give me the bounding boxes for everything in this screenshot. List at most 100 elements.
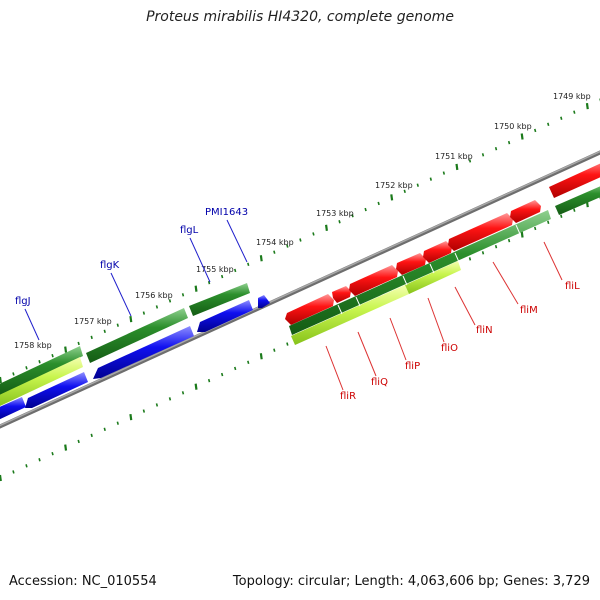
ruler-tick (25, 366, 28, 370)
gene-arrow (0, 397, 26, 420)
ruler-tick (116, 323, 119, 327)
gene-leader-line (492, 261, 519, 305)
gene-leader-line (427, 297, 445, 343)
ruler-tick (168, 299, 172, 303)
ruler-tick (207, 378, 211, 383)
ruler-tick (534, 226, 537, 231)
ruler-tick (481, 153, 485, 157)
ruler-tick (547, 220, 550, 225)
ruler-tick (142, 311, 146, 315)
ruler-tick (560, 214, 563, 218)
ruler-tick (142, 409, 146, 413)
gene-leader-line (110, 272, 132, 317)
ruler-label: 1749 kbp (553, 92, 591, 101)
ruler-tick (220, 274, 224, 279)
ruler-tick (547, 122, 550, 127)
ruler-label: 1756 kbp (135, 291, 173, 300)
ruler-tick (377, 201, 380, 206)
gene-leader-line (389, 317, 407, 361)
ruler-tick (534, 128, 537, 133)
ruler-tick (416, 183, 419, 187)
ruler-tick (520, 133, 524, 140)
ruler-tick (103, 329, 106, 334)
cds-track-upper (0, 283, 250, 407)
ruler-tick (90, 433, 93, 438)
backbone (0, 150, 600, 429)
gene-arrow (549, 163, 600, 198)
gene-label: fliO (441, 343, 458, 354)
gene-label: fliP (405, 361, 420, 372)
ruler-tick (259, 353, 263, 360)
ruler-tick (77, 341, 80, 346)
gene-label: PMI1643 (205, 207, 248, 218)
ruler-tick (338, 220, 341, 224)
ruler-tick (273, 348, 276, 352)
gene-arrow (93, 326, 194, 379)
ruler-tick (234, 268, 237, 273)
ruler-tick (560, 116, 563, 120)
gene-label: fliM (520, 305, 538, 316)
gene-arrow (332, 286, 351, 303)
ruler-tick (116, 421, 119, 425)
gene-arrow (258, 295, 270, 308)
cds-track-lower (289, 186, 600, 345)
ruler-tick (286, 244, 289, 248)
ruler-tick (455, 163, 459, 171)
ruler-tick (0, 474, 2, 482)
ruler-tick (64, 346, 68, 353)
ruler-tick (129, 413, 133, 421)
ruler-tick (247, 360, 250, 365)
gene-arrow (285, 294, 334, 325)
ruler-tick (573, 208, 576, 212)
ruler-tick (77, 439, 80, 444)
gene-label: fliQ (371, 377, 388, 388)
gene-label: fliR (340, 391, 356, 402)
ruler-tick (324, 224, 328, 231)
ruler-tick (234, 366, 237, 371)
cds-bar (405, 261, 461, 294)
ruler-tick (403, 189, 406, 194)
ruler-label: 1751 kbp (435, 152, 473, 161)
ruler-tick (273, 250, 276, 254)
ruler-tick (181, 293, 185, 297)
ruler-tick (51, 451, 54, 456)
ruler-tick (207, 280, 211, 285)
ruler-tick (429, 177, 433, 181)
accession-label: Accession: NC_010554 (9, 574, 157, 589)
cds-bar (291, 285, 409, 345)
ruler-tick (155, 403, 159, 407)
ruler-tick (103, 427, 106, 432)
gene-arrow (197, 300, 253, 332)
cds-bar (555, 186, 600, 215)
gene-leader-line (454, 286, 476, 326)
gene-leader-line (543, 241, 563, 281)
gene-label: flgJ (15, 296, 31, 307)
ruler-tick (507, 140, 511, 145)
cds-bar (0, 346, 83, 396)
ruler-tick (168, 397, 172, 401)
genome-summary: Topology: circular; Length: 4,063,606 bp… (232, 574, 590, 589)
ruler-tick (194, 383, 198, 390)
forward-gene-track (285, 163, 600, 325)
label-layer: 1749 kbp 1750 kbp 1751 kbp 1752 kbp 1753 kbp… (14, 92, 591, 402)
reverse-gene-track (0, 295, 270, 420)
ruler-tick (585, 102, 589, 110)
gene-leader-line (226, 219, 248, 263)
ruler-tick (181, 391, 185, 395)
ruler-tick (129, 315, 133, 323)
ruler-tick (351, 213, 354, 218)
gene-arrow (396, 253, 426, 275)
cds-bar (189, 283, 250, 316)
ruler-tick (220, 372, 224, 377)
gene-label: fliN (476, 325, 493, 336)
ruler-tick (312, 232, 315, 236)
ruler-tick (390, 194, 394, 201)
ruler-tick (0, 376, 2, 384)
cds-bar (86, 308, 188, 363)
ruler-tick (507, 238, 511, 243)
ruler-label: 1754 kbp (256, 238, 294, 247)
gene-leader-line (357, 331, 377, 377)
ruler-label: 1755 kbp (196, 265, 234, 274)
